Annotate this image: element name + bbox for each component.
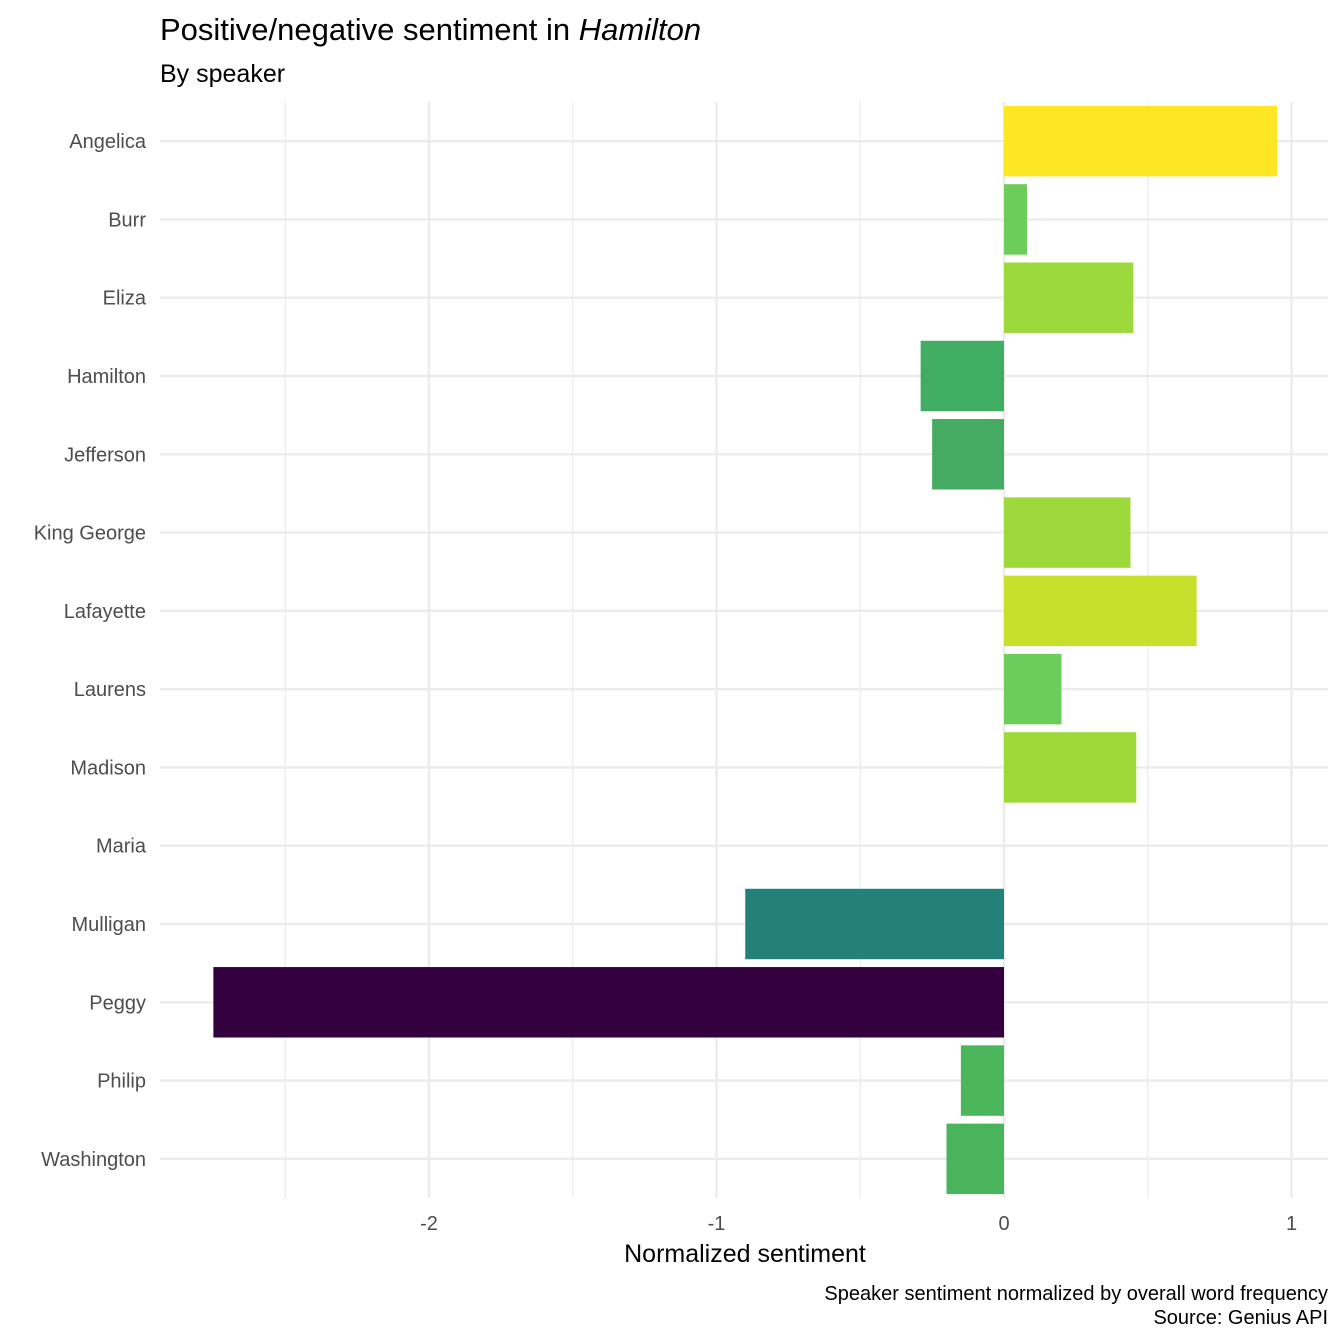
bars	[213, 105, 1278, 1195]
bar-angelica	[1004, 105, 1278, 177]
y-tick-label: Eliza	[103, 288, 147, 310]
y-tick-label: Maria	[96, 836, 147, 858]
y-tick-label: Burr	[108, 209, 146, 231]
y-tick-label: Jefferson	[64, 444, 146, 466]
y-tick-label: Madison	[70, 757, 146, 779]
y-tick-label: Angelica	[69, 131, 147, 153]
y-tick-label: Lafayette	[64, 601, 146, 623]
chart-title-text: Positive/negative sentiment in	[160, 12, 579, 47]
bar-jefferson	[932, 419, 1004, 490]
bar-peggy	[213, 967, 1004, 1038]
x-tick-label: 0	[998, 1213, 1009, 1235]
bar-lafayette	[1004, 575, 1197, 647]
bar-eliza	[1004, 262, 1134, 333]
bar-mulligan	[745, 888, 1004, 960]
x-tick-label: 1	[1286, 1213, 1297, 1235]
chart-subtitle: By speaker	[160, 60, 286, 88]
y-tick-label: Washington	[41, 1149, 146, 1171]
bar-madison	[1004, 732, 1137, 803]
bar-hamilton	[920, 340, 1004, 412]
bar-washington	[946, 1123, 1004, 1195]
bar-king-george	[1004, 497, 1131, 568]
bar-laurens	[1004, 653, 1062, 725]
bar-burr	[1004, 184, 1027, 255]
y-tick-label: King George	[34, 523, 146, 545]
x-axis-label: Normalized sentiment	[624, 1240, 866, 1268]
chart-title: Positive/negative sentiment in Hamilton	[160, 10, 701, 50]
y-axis-tick-labels: Angelica Burr Eliza Hamilton Jefferson King G…	[34, 131, 147, 1171]
caption-line-2: Source: Genius API	[1153, 1307, 1328, 1329]
y-tick-label: Philip	[97, 1071, 146, 1093]
caption-line-1: Speaker sentiment normalized by overall …	[824, 1283, 1328, 1305]
x-tick-label: -2	[420, 1213, 438, 1235]
y-tick-label: Laurens	[74, 679, 146, 701]
y-tick-label: Mulligan	[72, 914, 146, 936]
x-axis-tick-labels: -2 -1 0 1	[420, 1213, 1297, 1235]
chart-title-italic: Hamilton	[578, 12, 702, 47]
y-tick-label: Peggy	[89, 992, 146, 1014]
x-tick-label: -1	[708, 1213, 726, 1235]
bar-philip	[960, 1045, 1004, 1116]
y-tick-label: Hamilton	[67, 366, 146, 388]
